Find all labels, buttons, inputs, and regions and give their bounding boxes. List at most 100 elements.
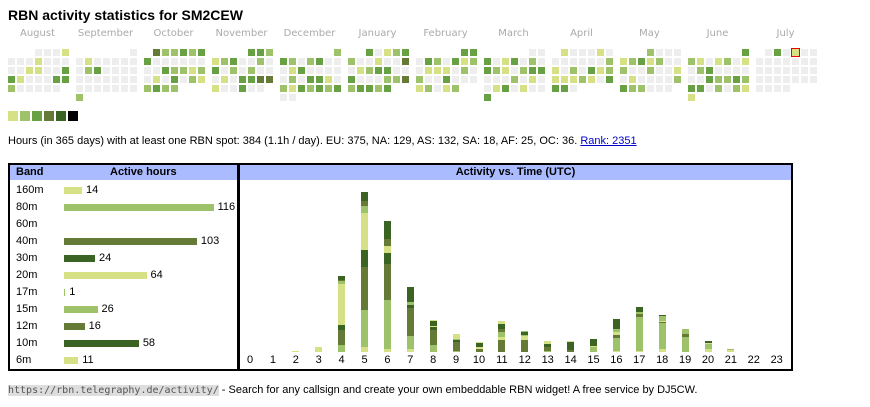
- calendar-day[interactable]: [298, 67, 305, 74]
- calendar-day[interactable]: [76, 94, 83, 101]
- calendar-day[interactable]: [416, 85, 423, 92]
- calendar-day[interactable]: [724, 76, 731, 83]
- calendar-day[interactable]: [366, 67, 373, 74]
- calendar-day[interactable]: [665, 85, 672, 92]
- calendar-day[interactable]: [801, 67, 808, 74]
- calendar-day[interactable]: [357, 76, 364, 83]
- calendar-day[interactable]: [375, 67, 382, 74]
- calendar-day[interactable]: [26, 76, 33, 83]
- calendar-day[interactable]: [425, 67, 432, 74]
- calendar-day[interactable]: [402, 58, 409, 65]
- calendar-day[interactable]: [647, 85, 654, 92]
- calendar-day[interactable]: [674, 58, 681, 65]
- calendar-day[interactable]: [715, 85, 722, 92]
- calendar-day[interactable]: [357, 85, 364, 92]
- calendar-day[interactable]: [724, 85, 731, 92]
- calendar-day[interactable]: [511, 67, 518, 74]
- calendar-day[interactable]: [130, 67, 137, 74]
- calendar-day[interactable]: [348, 85, 355, 92]
- calendar-day[interactable]: [393, 76, 400, 83]
- calendar-day[interactable]: [538, 58, 545, 65]
- calendar-day[interactable]: [144, 76, 151, 83]
- calendar-day[interactable]: [688, 58, 695, 65]
- calendar-day[interactable]: [742, 76, 749, 83]
- calendar-day[interactable]: [325, 85, 332, 92]
- calendar-day[interactable]: [461, 76, 468, 83]
- calendar-day[interactable]: [606, 67, 613, 74]
- calendar-day[interactable]: [597, 58, 604, 65]
- calendar-day[interactable]: [570, 49, 577, 56]
- calendar-day[interactable]: [588, 67, 595, 74]
- calendar-day[interactable]: [470, 49, 477, 56]
- calendar-day[interactable]: [94, 67, 101, 74]
- calendar-day[interactable]: [130, 49, 137, 56]
- calendar-day[interactable]: [629, 58, 636, 65]
- calendar-day[interactable]: [724, 58, 731, 65]
- calendar-day[interactable]: [552, 58, 559, 65]
- calendar-day[interactable]: [171, 67, 178, 74]
- calendar-day[interactable]: [629, 67, 636, 74]
- calendar-day[interactable]: [588, 76, 595, 83]
- calendar-day[interactable]: [511, 58, 518, 65]
- calendar-day[interactable]: [334, 67, 341, 74]
- calendar-day[interactable]: [266, 76, 273, 83]
- calendar-day[interactable]: [697, 67, 704, 74]
- calendar-day[interactable]: [783, 49, 790, 56]
- calendar-day[interactable]: [144, 85, 151, 92]
- calendar-day[interactable]: [375, 76, 382, 83]
- calendar-day[interactable]: [44, 58, 51, 65]
- calendar-day[interactable]: [8, 85, 15, 92]
- calendar-day[interactable]: [316, 85, 323, 92]
- calendar-day[interactable]: [765, 76, 772, 83]
- calendar-day[interactable]: [697, 58, 704, 65]
- calendar-day[interactable]: [434, 85, 441, 92]
- calendar-day[interactable]: [180, 49, 187, 56]
- calendar-day[interactable]: [153, 58, 160, 65]
- calendar-day[interactable]: [665, 58, 672, 65]
- calendar-day[interactable]: [257, 85, 264, 92]
- calendar-day[interactable]: [153, 85, 160, 92]
- calendar-day[interactable]: [230, 85, 237, 92]
- calendar-day[interactable]: [756, 76, 763, 83]
- calendar-day[interactable]: [538, 49, 545, 56]
- calendar-day[interactable]: [706, 58, 713, 65]
- calendar-day[interactable]: [112, 76, 119, 83]
- calendar-day[interactable]: [733, 76, 740, 83]
- calendar-day[interactable]: [393, 67, 400, 74]
- calendar-day[interactable]: [733, 67, 740, 74]
- calendar-day[interactable]: [502, 67, 509, 74]
- calendar-day[interactable]: [774, 49, 781, 56]
- calendar-day[interactable]: [248, 67, 255, 74]
- calendar-day[interactable]: [597, 67, 604, 74]
- calendar-day[interactable]: [606, 76, 613, 83]
- calendar-day[interactable]: [756, 58, 763, 65]
- calendar-day[interactable]: [792, 76, 799, 83]
- calendar-day[interactable]: [298, 76, 305, 83]
- calendar-day[interactable]: [53, 76, 60, 83]
- calendar-day[interactable]: [416, 67, 423, 74]
- calendar-day[interactable]: [706, 67, 713, 74]
- calendar-day[interactable]: [570, 67, 577, 74]
- calendar-day[interactable]: [665, 76, 672, 83]
- calendar-day[interactable]: [688, 67, 695, 74]
- calendar-day[interactable]: [85, 85, 92, 92]
- calendar-day[interactable]: [221, 76, 228, 83]
- calendar-day[interactable]: [470, 58, 477, 65]
- calendar-day[interactable]: [239, 58, 246, 65]
- calendar-day[interactable]: [425, 85, 432, 92]
- calendar-day[interactable]: [452, 67, 459, 74]
- calendar-day[interactable]: [280, 85, 287, 92]
- calendar-day[interactable]: [443, 67, 450, 74]
- calendar-day[interactable]: [502, 76, 509, 83]
- calendar-day[interactable]: [570, 85, 577, 92]
- calendar-day[interactable]: [774, 67, 781, 74]
- calendar-day[interactable]: [26, 58, 33, 65]
- calendar-day[interactable]: [53, 85, 60, 92]
- calendar-day[interactable]: [384, 58, 391, 65]
- calendar-day[interactable]: [620, 76, 627, 83]
- calendar-day[interactable]: [742, 85, 749, 92]
- calendar-day[interactable]: [416, 58, 423, 65]
- calendar-day[interactable]: [774, 85, 781, 92]
- calendar-day[interactable]: [266, 67, 273, 74]
- calendar-day[interactable]: [26, 67, 33, 74]
